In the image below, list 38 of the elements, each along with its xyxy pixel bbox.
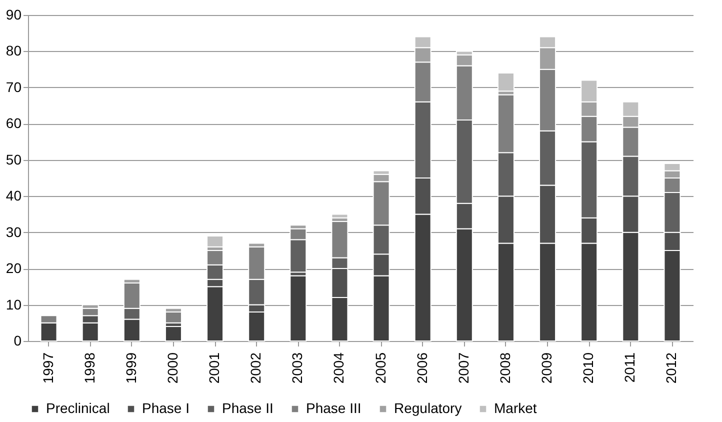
x-tick-label: 1998	[81, 352, 98, 384]
legend-label: Market	[494, 400, 537, 416]
x-tick-label: 2006	[414, 352, 430, 384]
legend-label: Regulatory	[394, 400, 462, 416]
y-tick-label: 0	[14, 332, 22, 348]
x-tick-label: 2009	[538, 352, 555, 384]
legend-label: Phase I	[142, 400, 190, 416]
bar	[164, 312, 182, 324]
x-tick-label: 1997	[40, 352, 56, 384]
bar	[164, 326, 182, 342]
y-tick-label: 40	[6, 188, 22, 204]
x-tick-label: 2003	[289, 352, 306, 384]
x-tick-label: 2004	[330, 352, 347, 384]
y-tick-label: 90	[6, 6, 22, 22]
x-tick-label: 2002	[248, 352, 264, 384]
y-tick-label: 70	[6, 78, 22, 95]
x-tick-label: 2001	[206, 352, 222, 384]
legend-label: Phase III	[306, 400, 362, 416]
bar	[497, 72, 514, 92]
legend-label: Phase II	[222, 400, 274, 416]
y-tick-label: 30	[6, 224, 22, 240]
bar	[290, 275, 307, 342]
y-tick-label: 80	[6, 42, 22, 59]
y-tick-label: 20	[6, 260, 22, 276]
bar	[331, 214, 348, 218]
x-tick-label: 1999	[122, 352, 139, 384]
y-tick-label: 60	[6, 115, 22, 132]
y-tick-label: 50	[6, 151, 22, 168]
x-tick-label: 2007	[455, 352, 472, 384]
y-tick-label: 10	[6, 296, 22, 312]
x-tick-label: 2005	[372, 352, 388, 384]
legend-label: Preclinical	[46, 400, 110, 416]
x-tick-label: 2010	[580, 352, 596, 384]
x-tick-label: 2008	[496, 352, 513, 384]
bar	[206, 235, 224, 248]
x-tick-label: 2012	[663, 352, 680, 384]
x-tick-label: 2011	[622, 352, 638, 383]
x-tick-label: 2000	[164, 352, 180, 384]
